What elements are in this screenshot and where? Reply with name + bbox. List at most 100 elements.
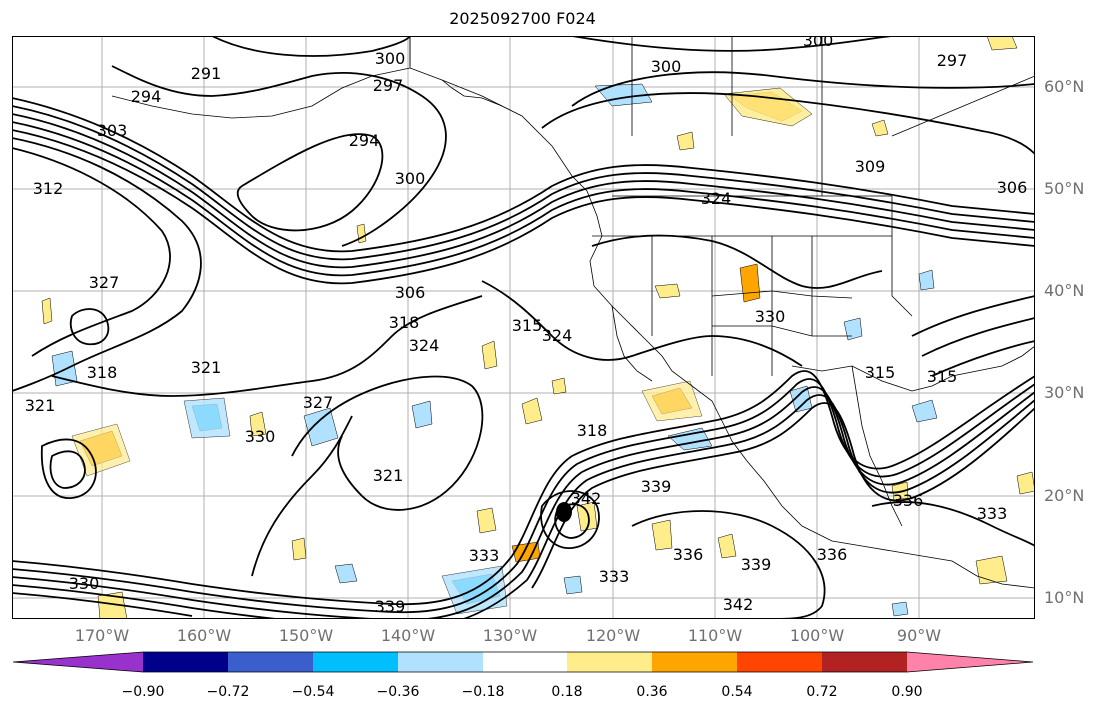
colorbar-segment [907,652,1033,672]
contour-line [12,105,1035,261]
contour-label: 339 [641,477,672,496]
colorbar-tick-label: 0.72 [806,684,838,700]
contour-label: 315 [865,363,896,382]
contour-label: 333 [977,504,1008,523]
shade-patch [303,407,339,447]
shade-patch [1016,471,1035,495]
map-border [12,36,1035,619]
contour-label: 297 [937,51,968,70]
contour-line [291,375,484,511]
lon-label-150w: 150°W [278,626,334,645]
shade-patch [249,411,267,437]
lon-label-110w: 110°W [687,626,743,645]
contour-label: 306 [997,178,1028,197]
colorbar-segment [313,652,398,672]
contour-line [631,510,826,619]
contour-label: 330 [69,574,100,593]
shade-patch [97,591,128,619]
shade-patch [975,555,1008,585]
contour-label: 321 [373,466,404,485]
shade-patch [843,317,863,341]
contour-label-layer: 291 294 297 300 300 300 297 294 300 303 … [25,36,1028,616]
colorbar-tick-label: −0.72 [206,684,250,700]
shade-patch [891,601,909,617]
contour-label: 315 [512,316,543,335]
colorbar-tick-label: −0.36 [376,684,420,700]
contour-label: 297 [373,76,404,95]
contour-line [69,308,110,346]
colorbar-tick-label: 0.54 [721,684,753,700]
contour-line [540,490,600,549]
contour-label: 339 [741,555,772,574]
contour-line [12,129,1035,285]
contour-line [40,438,97,499]
contour-label: 300 [375,49,406,68]
lon-label-100w: 100°W [789,626,845,645]
contour-label: 318 [389,313,420,332]
contour-line [51,295,483,397]
contour-label: 339 [375,597,406,616]
colorbar-segment [483,652,567,672]
colorbar-tick-label: −0.90 [121,684,165,700]
colorbar-segment [822,652,907,672]
lat-label-10n: 10°N [1044,588,1085,607]
lon-label-140w: 140°W [380,626,436,645]
contour-label: 333 [599,567,630,586]
lat-label-20n: 20°N [1044,486,1085,505]
lat-label-40n: 40°N [1044,281,1085,300]
map-panel: 291 294 297 300 300 300 297 294 300 303 … [12,36,1035,619]
shade-patch [551,377,567,395]
contour-line [49,450,86,489]
contour-line [571,36,893,52]
contour-line [236,133,384,232]
contour-line [12,378,1035,614]
contour-label: 300 [651,57,682,76]
colorbar-tick-label: −0.18 [461,684,505,700]
contour-line [481,280,803,367]
contour-label: 312 [33,179,64,198]
contour-line [12,137,202,392]
map-title: 2025092700 F024 [449,9,596,28]
contour-label: 294 [131,87,162,106]
shade-patch [481,340,498,370]
contour-label: 306 [395,283,426,302]
contour-line [12,386,1035,619]
shade-patch [183,397,231,439]
contour-label: 309 [855,157,886,176]
contour-line [931,340,1035,377]
shade-patch [651,519,673,551]
contour-line [211,36,411,57]
shade-patch [411,400,433,429]
shade-patch [476,507,497,534]
contour-label: 336 [673,545,704,564]
contour-label: 330 [245,427,276,446]
shade-patch [871,119,889,137]
shade-patch [911,399,938,423]
colorbar-segment [143,652,228,672]
lon-label-170w: 170°W [74,626,130,645]
contour-line [12,113,1035,269]
colorbar-tick-label: −0.54 [291,684,335,700]
lon-label-160w: 160°W [176,626,232,645]
contour-label: 330 [755,307,786,326]
shade-patch [521,397,543,425]
shade-patch [511,541,541,563]
contour-label: 336 [893,491,924,510]
colorbar-segment [398,652,483,672]
colorbar-segment [652,652,737,672]
closed-low-marker [556,502,572,522]
colorbar-tick-label: 0.36 [636,684,668,700]
colorbar-segment [567,652,652,672]
colorbar-segment [13,652,143,672]
contour-line [111,65,447,247]
contour-label: 315 [927,367,958,386]
contour-label: 327 [89,273,120,292]
contour-label: 336 [817,545,848,564]
lon-label-120w: 120°W [585,626,641,645]
lon-label-90w: 90°W [896,626,942,645]
lat-label-30n: 30°N [1044,383,1085,402]
shade-patch [563,575,583,595]
lon-label-130w: 130°W [482,626,538,645]
contour-line [12,394,1035,619]
contour-line [12,370,1035,606]
